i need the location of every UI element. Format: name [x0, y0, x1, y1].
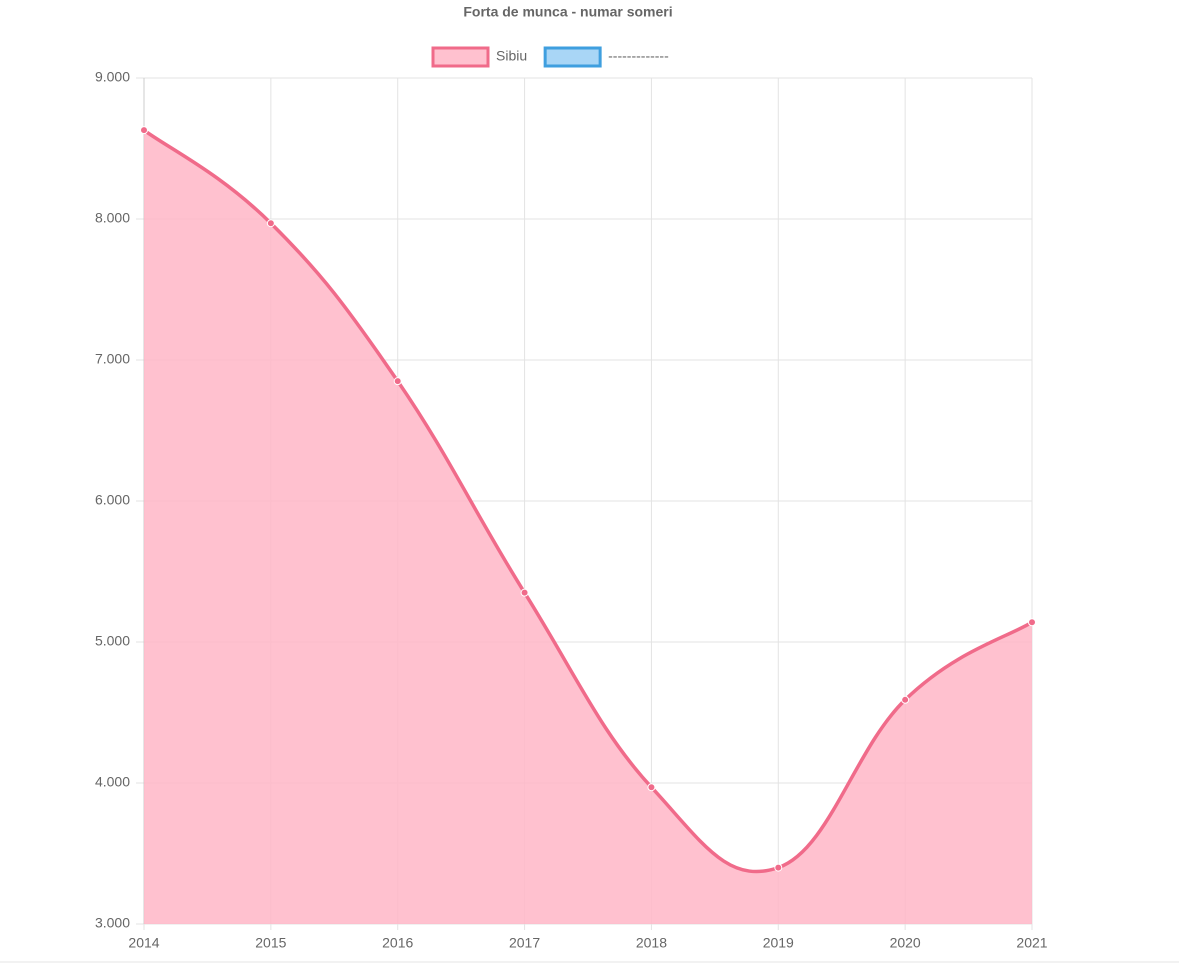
y-tick-label: 8.000 — [95, 210, 130, 226]
y-tick-label: 7.000 — [95, 351, 130, 367]
legend-swatch — [431, 46, 490, 68]
x-tick-label: 2020 — [890, 935, 921, 951]
x-tick-label: 2016 — [382, 935, 413, 951]
area — [144, 130, 1032, 925]
chart-title: Forta de munca - numar someri — [463, 4, 672, 20]
point — [140, 126, 148, 135]
x-tick-label: 2021 — [1016, 935, 1047, 951]
y-tick-label: 3.000 — [95, 915, 130, 931]
y-tick-label: 5.000 — [95, 633, 130, 649]
line — [142, 128, 1033, 874]
x-tick-label: 2014 — [128, 935, 159, 951]
point — [901, 695, 910, 704]
legend-swatch — [543, 46, 602, 68]
point — [647, 783, 656, 792]
point — [266, 219, 275, 228]
x-tick-label: 2017 — [509, 935, 540, 951]
point — [1028, 618, 1036, 627]
point — [393, 377, 402, 386]
x-tick-label: 2018 — [636, 935, 667, 951]
y-tick-label: 9.000 — [95, 69, 130, 85]
y-tick-label: 6.000 — [95, 492, 130, 508]
x-tick-label: 2019 — [763, 935, 794, 951]
point — [774, 863, 783, 872]
legend-label: ------------- — [608, 48, 669, 64]
point — [520, 588, 529, 597]
y-tick-label: 4.000 — [95, 774, 130, 790]
legend-label: Sibiu — [496, 48, 527, 64]
x-tick-label: 2015 — [255, 935, 286, 951]
